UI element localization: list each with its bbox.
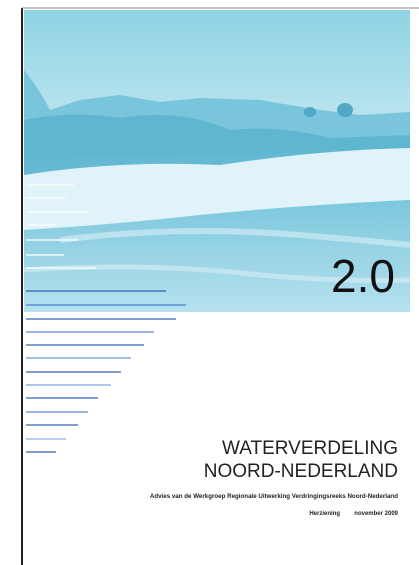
cover-page: 2.0 WATERVERDELING NOORD-NEDERLAND Advie… <box>0 0 419 565</box>
title-line: NOORD-NEDERLAND <box>204 461 398 482</box>
date: november 2009 <box>354 511 398 517</box>
version-number: 2.0 <box>331 250 395 302</box>
title-line: WATERVERDELING <box>222 438 398 459</box>
subtitle: Advies van de Werkgroep Regionale Uitwer… <box>150 493 398 500</box>
revision: Herziening <box>309 511 340 517</box>
cover: 2.0 WATERVERDELING NOORD-NEDERLAND Advie… <box>0 0 419 565</box>
